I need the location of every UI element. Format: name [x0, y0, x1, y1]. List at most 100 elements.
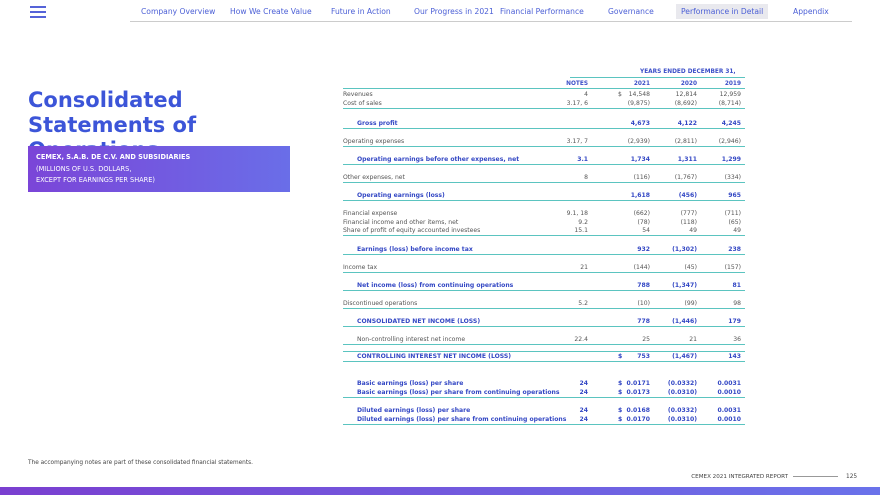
column-header: NOTES — [566, 81, 588, 87]
cell-value: 22.4 — [574, 336, 588, 343]
cell-value: (0.0332) — [667, 380, 697, 387]
cell-value: 0.0031 — [717, 380, 741, 387]
cell-value: (1,302) — [672, 246, 697, 253]
row-label: Revenues — [343, 91, 373, 98]
row-rule — [343, 254, 745, 255]
row-rule — [343, 235, 745, 236]
cell-value: 21 — [580, 264, 588, 271]
currency: $ — [618, 416, 623, 423]
cell-value: 0.0173 — [626, 389, 650, 396]
cell-value: 36 — [733, 336, 741, 343]
cell-value: (157) — [724, 264, 741, 271]
cell-value: 12,814 — [675, 91, 697, 98]
row-label: Gross profit — [357, 120, 398, 127]
cell-value: 932 — [637, 246, 650, 253]
cell-value: (0.0332) — [667, 407, 697, 414]
footnote: The accompanying notes are part of these… — [28, 460, 253, 466]
header-rule — [570, 77, 745, 78]
cell-value: (2,939) — [627, 138, 650, 145]
cell-value: (334) — [724, 174, 741, 181]
cell-value: 14,548 — [628, 91, 650, 98]
row-label: Basic earnings (loss) per share from con… — [357, 389, 560, 396]
cell-value: (1,767) — [674, 174, 697, 181]
row-label: Diluted earnings (loss) per share — [357, 407, 471, 414]
cell-value: (9,875) — [627, 100, 650, 107]
nav-item[interactable]: Company Overview — [141, 7, 216, 16]
cell-value: 5.2 — [578, 300, 588, 307]
nav-item[interactable]: Future in Action — [331, 7, 391, 16]
page-number: 125 — [846, 474, 858, 480]
currency: $ — [618, 91, 622, 98]
row-rule — [343, 344, 745, 345]
cell-value: (1,446) — [672, 318, 697, 325]
cell-value: (78) — [637, 219, 650, 226]
cell-value: 1,734 — [630, 156, 650, 163]
row-rule — [343, 272, 745, 273]
cell-value: 49 — [689, 227, 697, 234]
cell-value: 24 — [579, 416, 588, 423]
period-header: YEARS ENDED DECEMBER 31, — [640, 69, 736, 75]
cell-value: 9.2 — [578, 219, 588, 226]
entity: CEMEX, S.A.B. DE C.V. AND SUBSIDIARIES — [36, 153, 191, 161]
cell-value: 0.0171 — [626, 380, 650, 387]
row-label: Income tax — [343, 264, 378, 271]
row-label: Non-controlling interest net income — [357, 336, 466, 343]
currency: $ — [618, 353, 623, 360]
row-label: Financial income and other items, net — [343, 219, 459, 226]
row-rule — [343, 108, 745, 109]
nav-item[interactable]: Performance in Detail — [676, 4, 769, 19]
row-label: Cost of sales — [343, 100, 382, 107]
cell-value: 179 — [728, 318, 741, 325]
cell-value: 3.17, 6 — [566, 100, 588, 107]
currency: $ — [618, 389, 623, 396]
cell-value: 3.17, 7 — [566, 138, 588, 145]
cell-value: 4,122 — [677, 120, 697, 127]
nav-rule — [130, 21, 852, 22]
menu-icon[interactable] — [30, 5, 46, 19]
row-label: Share of profit of equity accounted inve… — [343, 227, 481, 234]
cell-value: 98 — [733, 300, 741, 307]
cell-value: (65) — [728, 219, 741, 226]
cell-value: (116) — [633, 174, 650, 181]
nav-item[interactable]: Governance — [608, 7, 654, 16]
cell-value: 0.0010 — [717, 389, 741, 396]
cell-value: (8,692) — [674, 100, 697, 107]
nav-item[interactable]: Our Progress in 2021 — [414, 7, 494, 16]
cell-value: 81 — [732, 282, 741, 289]
cell-value: (711) — [724, 210, 741, 217]
row-label: CONSOLIDATED NET INCOME (LOSS) — [357, 318, 481, 325]
currency: $ — [618, 380, 623, 387]
units: EXCEPT FOR EARNINGS PER SHARE) — [36, 176, 155, 184]
bottom-bar — [0, 487, 880, 495]
cell-value: 778 — [637, 318, 650, 325]
cell-value: (45) — [684, 264, 697, 271]
cell-value: 49 — [733, 227, 741, 234]
cell-value: (2,811) — [674, 138, 697, 145]
cell-value: (99) — [684, 300, 697, 307]
nav-item[interactable]: How We Create Value — [230, 7, 312, 16]
nav-item[interactable]: Appendix — [793, 7, 829, 16]
cell-value: 4,673 — [630, 120, 650, 127]
cell-value: 1,299 — [721, 156, 741, 163]
cell-value: (0.0310) — [667, 416, 697, 423]
cell-value: 54 — [642, 227, 650, 234]
cell-value: (456) — [678, 192, 697, 199]
cell-value: 21 — [689, 336, 697, 343]
units: (MILLIONS OF U.S. DOLLARS, — [36, 165, 132, 173]
column-header: 2020 — [680, 81, 697, 87]
row-rule — [343, 361, 745, 362]
nav-item[interactable]: Financial Performance — [500, 7, 584, 16]
row-label: Operating expenses — [343, 138, 405, 145]
row-label: CONTROLLING INTEREST NET INCOME (LOSS) — [357, 353, 512, 360]
cell-value: 753 — [637, 353, 650, 360]
cell-value: 0.0031 — [717, 407, 741, 414]
cell-value: (1,347) — [672, 282, 697, 289]
report-name: CEMEX 2021 INTEGRATED REPORT — [691, 474, 788, 480]
cell-value: (118) — [680, 219, 697, 226]
cell-value: 4,245 — [721, 120, 741, 127]
row-rule — [343, 424, 745, 425]
row-rule — [343, 351, 745, 352]
cell-value: 8 — [584, 174, 588, 181]
row-label: Net income (loss) from continuing operat… — [357, 282, 514, 289]
